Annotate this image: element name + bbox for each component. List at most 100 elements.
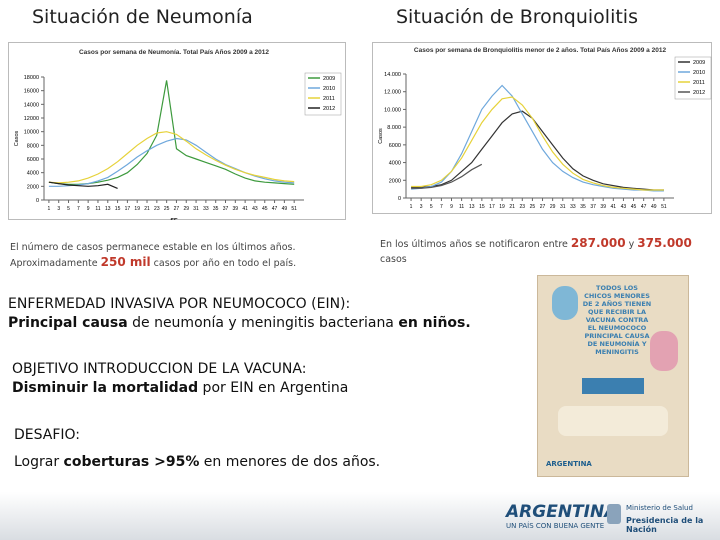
x-tick-label: 51	[291, 206, 297, 212]
x-tick-label: 45	[262, 206, 268, 212]
x-tick-label: 7	[77, 206, 80, 212]
x-tick-label: 5	[67, 206, 70, 212]
text: Principal causa	[8, 315, 128, 331]
x-tick-label: 41	[611, 204, 617, 210]
x-axis-label: SE	[170, 218, 178, 220]
x-tick-label: 15	[479, 204, 485, 210]
footer-slogan: UN PAÍS CON BUENA GENTE	[506, 522, 605, 530]
text: coberturas >95%	[63, 454, 200, 470]
x-tick-label: 47	[272, 206, 278, 212]
x-tick-label: 31	[193, 206, 199, 212]
x-tick-label: 11	[459, 204, 464, 210]
legend-label: 2011	[323, 96, 335, 102]
y-tick-label: 2000	[389, 178, 401, 184]
y-tick-label: 0	[398, 196, 401, 202]
footer: ARGENTINA UN PAÍS CON BUENA GENTE Minist…	[0, 492, 720, 540]
footer-ministry: Ministerio de Salud	[626, 504, 693, 512]
y-tick-label: 14.000	[384, 72, 401, 78]
title-left: Situación de Neumonía	[32, 6, 253, 28]
x-tick-label: 43	[252, 206, 258, 212]
x-tick-label: 15	[115, 206, 121, 212]
poster-figure	[552, 286, 578, 320]
x-tick-label: 33	[203, 206, 209, 212]
x-tick-label: 39	[233, 206, 239, 212]
x-tick-label: 29	[550, 204, 556, 210]
y-tick-label: 8000	[27, 143, 39, 149]
series-line	[48, 131, 295, 184]
x-tick-label: 49	[282, 206, 288, 212]
series-line	[48, 181, 118, 189]
x-tick-label: 27	[540, 204, 546, 210]
x-tick-label: 19	[134, 206, 140, 212]
x-tick-label: 17	[489, 204, 495, 210]
text: en niños	[398, 315, 466, 331]
legend-label: 2012	[323, 106, 335, 112]
x-tick-label: 9	[87, 206, 90, 212]
highlight: 375.000	[637, 236, 692, 250]
x-tick-label: 29	[183, 206, 189, 212]
x-tick-label: 49	[651, 204, 657, 210]
x-tick-label: 37	[590, 204, 596, 210]
x-tick-label: 23	[154, 206, 160, 212]
title-right: Situación de Bronquiolitis	[396, 6, 638, 28]
y-axis-label: Casos	[378, 128, 384, 144]
y-tick-label: 6000	[389, 143, 401, 149]
x-tick-label: 9	[450, 204, 453, 210]
y-tick-label: 10000	[24, 130, 39, 136]
text: de neumonía y meningitis bacteriana	[127, 315, 399, 331]
legend-label: 2012	[693, 90, 705, 96]
text: casos por año en todo el país.	[150, 258, 297, 269]
highlight: 287.000	[570, 236, 626, 250]
poster-figure	[650, 331, 678, 371]
caption-right: En los últimos años se notificaron entre…	[380, 236, 720, 267]
text: En los últimos años se notificaron entre	[380, 239, 571, 250]
x-tick-label: 11	[95, 206, 100, 212]
y-tick-label: 4000	[27, 171, 39, 177]
x-tick-label: 43	[621, 204, 627, 210]
legend-label: 2009	[323, 76, 335, 82]
block-challenge: DESAFIO: Lograr coberturas >95% en menore…	[14, 422, 380, 476]
poster-children	[558, 406, 668, 436]
x-tick-label: 25	[164, 206, 170, 212]
x-tick-label: 39	[600, 204, 606, 210]
x-tick-label: 35	[580, 204, 586, 210]
series-line	[411, 163, 483, 189]
x-tick-label: 35	[213, 206, 219, 212]
text: en menores de dos años.	[199, 454, 381, 470]
x-tick-label: 21	[144, 206, 150, 212]
highlight: 250 mil	[100, 255, 151, 269]
text: ENFERMEDAD INVASIVA POR NEUMOCOCO (EIN):	[8, 296, 351, 312]
y-tick-label: 6000	[27, 157, 39, 163]
x-tick-label: 3	[57, 206, 60, 212]
y-tick-label: 0	[36, 198, 39, 204]
x-tick-label: 23	[520, 204, 526, 210]
x-tick-label: 21	[509, 204, 515, 210]
x-tick-label: 19	[499, 204, 505, 210]
y-tick-label: 2000	[27, 184, 39, 190]
legend-label: 2011	[693, 80, 705, 86]
text: y	[625, 239, 638, 250]
text: Lograr	[14, 454, 64, 470]
text: Aproximadamente	[10, 258, 101, 269]
footer-brand: ARGENTINA	[506, 502, 618, 522]
text: DESAFIO:	[14, 427, 81, 443]
x-tick-label: 1	[48, 206, 51, 212]
poster-brand: ARGENTINA	[546, 460, 592, 468]
x-tick-label: 1	[410, 204, 413, 210]
y-tick-label: 12000	[24, 116, 39, 122]
text: casos	[380, 254, 407, 265]
series-line	[411, 110, 664, 191]
y-tick-label: 14000	[24, 102, 39, 108]
text: por EIN en Argentina	[198, 380, 349, 396]
x-tick-label: 31	[560, 204, 566, 210]
coat-of-arms	[607, 504, 621, 524]
y-axis-label: Casos	[14, 130, 20, 146]
text: .	[465, 315, 471, 331]
x-tick-label: 51	[661, 204, 667, 210]
text: El número de casos permanece estable en …	[10, 242, 296, 253]
x-tick-label: 5	[430, 204, 433, 210]
x-tick-label: 33	[570, 204, 576, 210]
x-tick-label: 13	[469, 204, 475, 210]
x-tick-label: 27	[174, 206, 180, 212]
